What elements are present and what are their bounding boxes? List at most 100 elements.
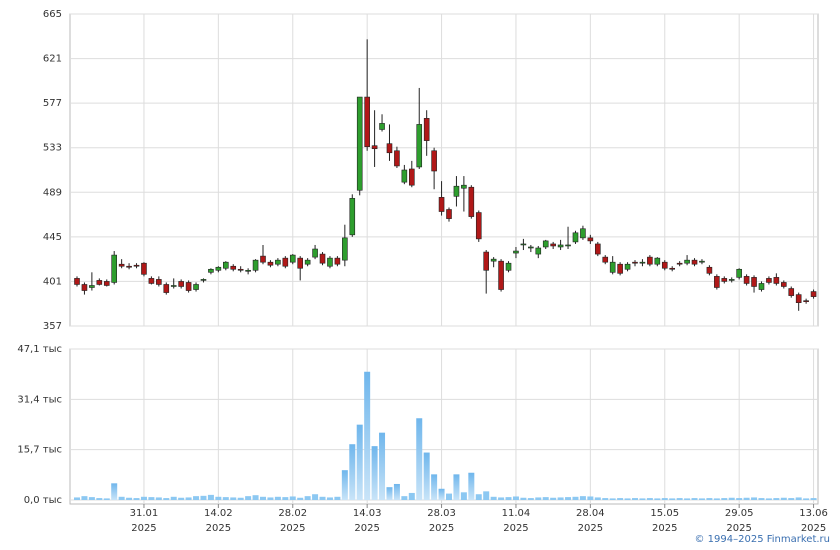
candle-body <box>617 263 623 274</box>
y-tick-label: 533 <box>43 143 62 154</box>
candle-body <box>408 168 415 186</box>
volume-bar <box>646 498 653 500</box>
volume-bar <box>88 497 95 500</box>
volume-bar <box>475 494 482 500</box>
candle-body <box>260 255 266 263</box>
volume-bar <box>572 496 579 500</box>
volume-bar <box>698 498 705 500</box>
volume-bar <box>765 498 772 500</box>
candle-body <box>319 253 326 264</box>
y-tick-label: 0,0 тыс <box>24 495 62 506</box>
candle-body <box>520 243 527 246</box>
y-tick-label: 357 <box>43 321 62 332</box>
candle-body <box>208 268 214 273</box>
candle-body <box>624 263 631 270</box>
candle-body <box>654 257 661 265</box>
volume-bar <box>713 498 720 500</box>
candle-body <box>691 259 698 265</box>
candle-body <box>282 257 289 267</box>
volume-bar <box>260 496 266 500</box>
volume-bar <box>669 498 676 500</box>
volume-bar <box>654 498 661 500</box>
candle-body <box>163 284 170 293</box>
volume-bar <box>356 424 363 500</box>
volume-bar <box>170 496 177 500</box>
candle-body <box>342 237 348 261</box>
volume-bar <box>602 498 609 500</box>
volume-bar <box>795 497 802 500</box>
candle-body <box>751 277 757 287</box>
volume-bar <box>758 498 765 500</box>
candle-body <box>647 256 653 265</box>
volume-bar <box>118 496 125 500</box>
y-tick-label: 489 <box>43 187 62 198</box>
candle-body <box>758 283 765 290</box>
candle-body <box>275 259 281 265</box>
candle-body <box>252 259 259 271</box>
volume-bar <box>96 498 103 500</box>
volume-bar <box>282 497 289 500</box>
candle-body <box>795 294 802 304</box>
candle-body <box>453 185 460 197</box>
volume-bar <box>460 492 467 500</box>
candle-body <box>788 288 795 296</box>
x-tick-label: 15.05 2025 <box>650 508 680 534</box>
candle-body <box>676 262 683 265</box>
candle-body <box>535 247 542 255</box>
volume-bar <box>728 497 735 500</box>
volume-bar <box>512 496 519 500</box>
volume-bar <box>267 497 274 500</box>
candle-body <box>334 257 341 265</box>
volume-bar <box>222 497 229 500</box>
candle-body <box>215 266 222 271</box>
volume-bar <box>364 371 371 500</box>
candle-body <box>483 251 490 271</box>
volume-bar <box>207 494 214 500</box>
volume-bar <box>661 498 668 500</box>
volume-bar <box>237 497 244 500</box>
candle-body <box>245 269 251 272</box>
x-tick-label: 31.01 2025 <box>129 508 159 534</box>
candle-body <box>594 243 601 255</box>
volume-bar <box>446 493 452 500</box>
x-tick-label: 29.05 2025 <box>724 508 754 534</box>
candle-body <box>200 279 207 281</box>
candle-body <box>699 260 705 263</box>
candle-body <box>684 259 690 264</box>
volume-bar <box>684 498 691 500</box>
candle-body <box>513 250 519 254</box>
candle-body <box>111 254 117 283</box>
candle-body <box>237 268 244 271</box>
candle-body <box>148 278 155 284</box>
volume-bar <box>579 496 586 500</box>
volume-bar <box>245 496 252 500</box>
volume-bar <box>140 496 147 500</box>
candle-body <box>669 267 676 270</box>
candle-body <box>728 279 735 281</box>
candle-body <box>193 284 199 290</box>
candle-body <box>572 232 579 243</box>
volume-bar <box>163 498 170 500</box>
candle-body <box>714 276 720 288</box>
candle-body <box>81 284 88 291</box>
volume-bar <box>297 497 304 500</box>
volume-bar <box>676 498 683 500</box>
y-tick-label: 31,4 тыс <box>17 394 62 405</box>
y-tick-label: 47,1 тыс <box>17 344 62 355</box>
volume-bar <box>379 432 386 500</box>
candle-body <box>766 278 772 283</box>
price-frame <box>69 13 819 327</box>
volume-bar <box>736 498 743 500</box>
credit: © 1994–2025 Finmarket.ru <box>694 534 830 545</box>
volume-frame <box>69 348 819 505</box>
volume-bar <box>453 474 460 500</box>
volume-bar <box>126 497 133 500</box>
x-tick-label: 28.03 2025 <box>427 508 456 534</box>
candle-body <box>557 244 564 248</box>
candle-body <box>401 169 408 183</box>
candle-body <box>394 150 400 167</box>
volume-bar <box>557 497 564 500</box>
volume-bar <box>468 472 475 500</box>
volume-bar <box>535 497 542 500</box>
volume-bar <box>520 497 527 500</box>
